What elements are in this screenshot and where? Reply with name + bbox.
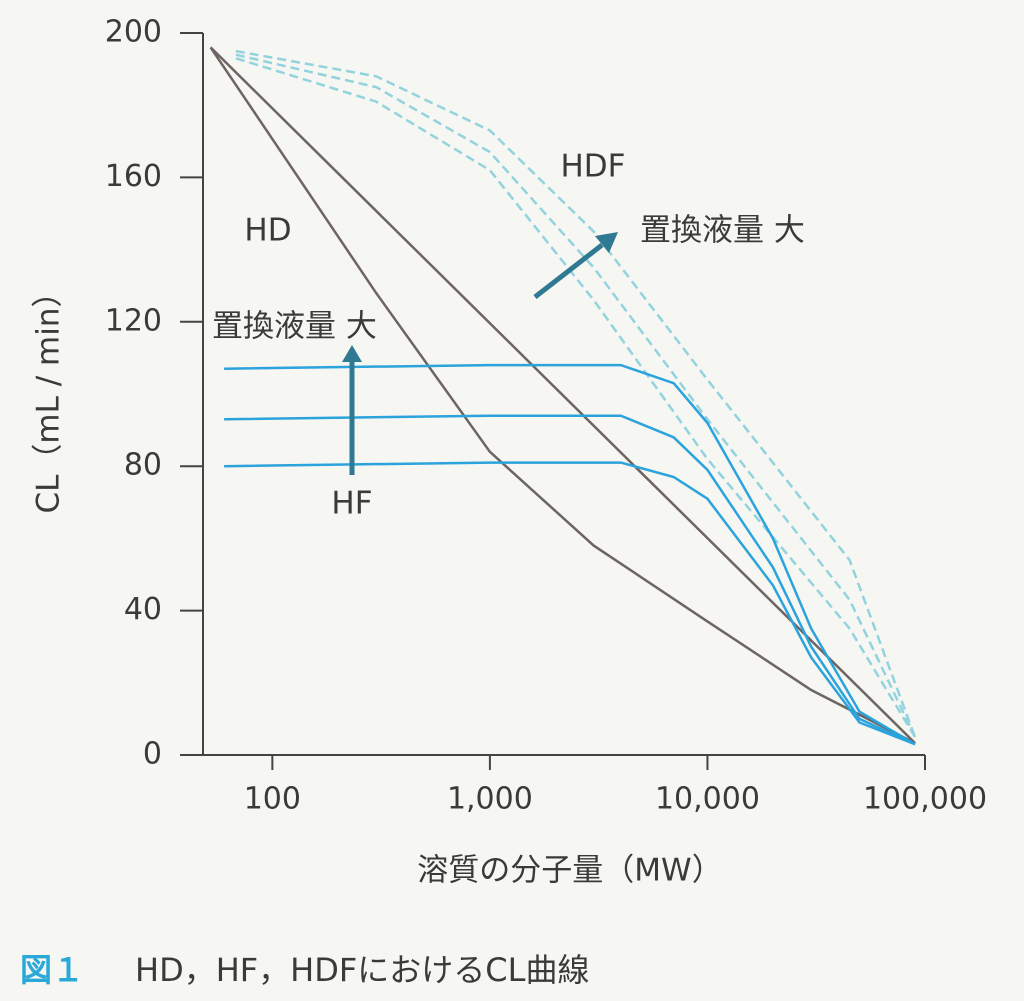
arrowhead	[342, 345, 362, 362]
x-axis-label: 溶質の分子量（MW）	[417, 853, 722, 889]
arrow	[533, 243, 604, 299]
annotation: HF	[331, 486, 372, 522]
y-tick-label: 200	[105, 15, 162, 50]
y-tick-label: 0	[143, 737, 162, 772]
series-line	[209, 46, 916, 744]
series-line	[224, 363, 916, 746]
annotation: 置換液量 大	[640, 213, 805, 249]
x-tick-label: 100,000	[863, 782, 987, 817]
y-axis-label: CL（mL / min）	[31, 277, 67, 514]
caption-label: 図１	[20, 951, 84, 989]
series-line	[235, 53, 917, 738]
annotation: 置換液量 大	[212, 309, 377, 345]
series-line	[224, 414, 916, 746]
annotation: HDF	[560, 149, 625, 185]
x-tick-label: 1,000	[447, 782, 533, 817]
y-tick-label: 80	[124, 448, 162, 483]
series-line	[235, 57, 917, 738]
y-tick-label: 120	[105, 303, 162, 338]
y-tick-label: 160	[105, 159, 162, 194]
arrowhead	[595, 232, 618, 253]
series-line	[235, 49, 917, 738]
annotation: HD	[244, 213, 291, 249]
series-line	[209, 46, 916, 745]
caption: HD，HF，HDFにおけるCL曲線	[135, 951, 589, 989]
y-tick-label: 40	[124, 592, 162, 627]
series-line	[224, 461, 916, 746]
x-tick-label: 100	[244, 782, 301, 817]
x-tick-label: 10,000	[655, 782, 760, 817]
series-layer	[209, 46, 917, 746]
